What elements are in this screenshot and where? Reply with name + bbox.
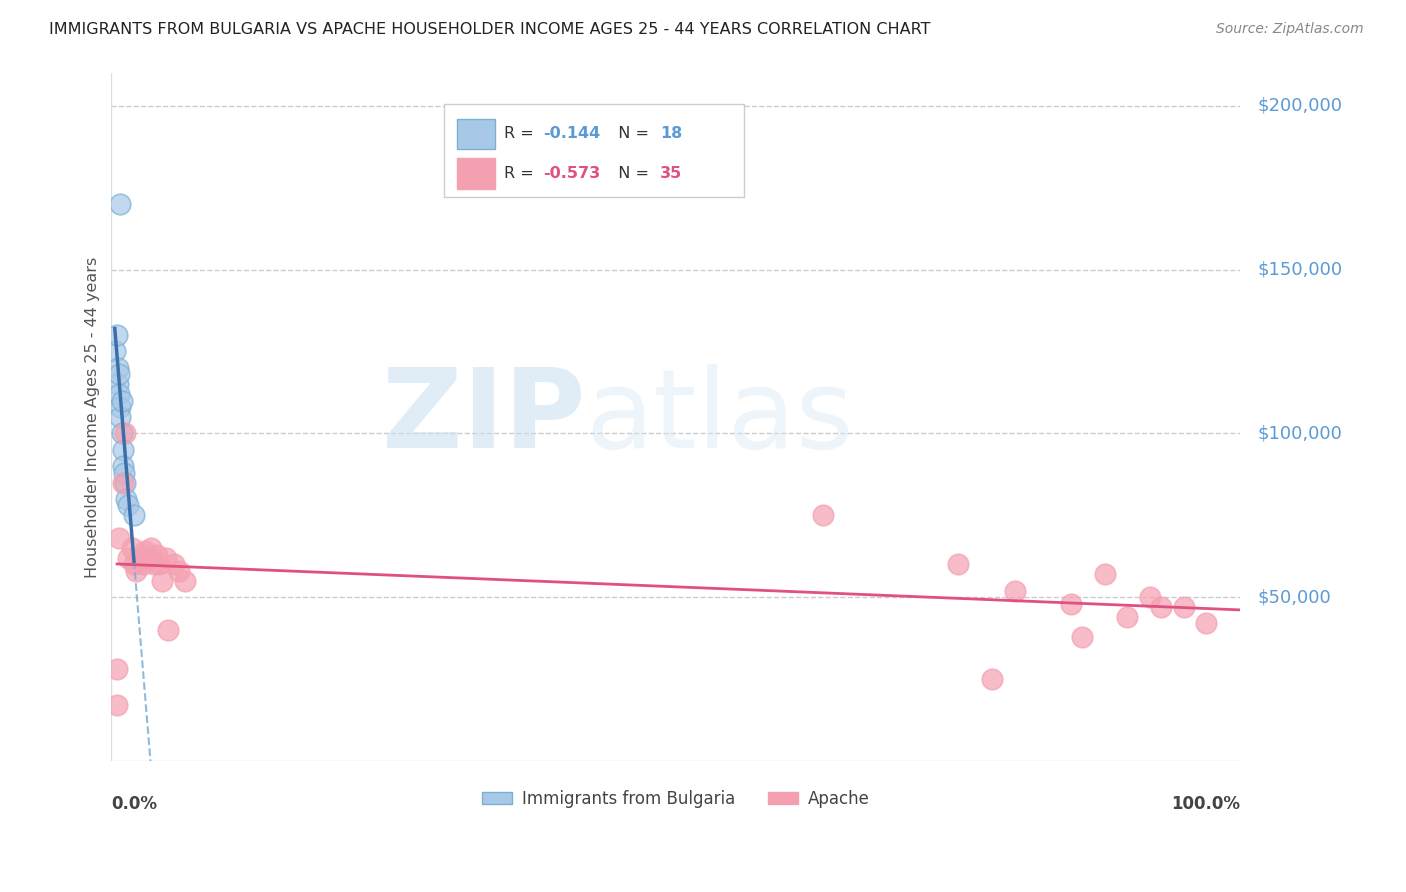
Text: N =: N = bbox=[609, 166, 654, 181]
Text: ZIP: ZIP bbox=[382, 364, 585, 470]
Point bbox=[1060, 597, 1083, 611]
Point bbox=[105, 328, 128, 343]
Point bbox=[167, 564, 190, 578]
Point bbox=[173, 574, 195, 588]
Point bbox=[117, 550, 139, 565]
FancyBboxPatch shape bbox=[444, 104, 744, 197]
Point bbox=[117, 499, 139, 513]
Point bbox=[134, 544, 156, 558]
Point bbox=[1094, 567, 1116, 582]
Point bbox=[148, 558, 170, 572]
Point bbox=[112, 466, 135, 480]
Point bbox=[1150, 600, 1173, 615]
Text: IMMIGRANTS FROM BULGARIA VS APACHE HOUSEHOLDER INCOME AGES 25 - 44 YEARS CORRELA: IMMIGRANTS FROM BULGARIA VS APACHE HOUSE… bbox=[49, 22, 931, 37]
Point bbox=[108, 531, 131, 545]
Point bbox=[115, 491, 138, 506]
Point bbox=[1173, 600, 1195, 615]
Point bbox=[811, 508, 834, 523]
Text: -0.573: -0.573 bbox=[543, 166, 600, 181]
Point bbox=[111, 475, 134, 490]
Point bbox=[1116, 610, 1139, 624]
Text: 0.0%: 0.0% bbox=[111, 796, 157, 814]
Point bbox=[1139, 591, 1161, 605]
Point bbox=[114, 475, 136, 490]
Point bbox=[104, 344, 127, 359]
Text: Source: ZipAtlas.com: Source: ZipAtlas.com bbox=[1216, 22, 1364, 37]
Point bbox=[139, 541, 162, 555]
Legend: Immigrants from Bulgaria, Apache: Immigrants from Bulgaria, Apache bbox=[475, 783, 877, 814]
Point bbox=[981, 672, 1004, 686]
Text: $200,000: $200,000 bbox=[1257, 96, 1343, 115]
Y-axis label: Householder Income Ages 25 - 44 years: Householder Income Ages 25 - 44 years bbox=[86, 256, 100, 578]
Point bbox=[122, 508, 145, 523]
Point bbox=[110, 401, 132, 415]
Text: -0.144: -0.144 bbox=[543, 126, 600, 141]
Point bbox=[105, 698, 128, 713]
Point bbox=[1195, 616, 1218, 631]
Point bbox=[110, 197, 132, 211]
Point bbox=[1004, 583, 1026, 598]
Point bbox=[946, 558, 969, 572]
Point bbox=[111, 442, 134, 457]
Point bbox=[145, 548, 167, 562]
Point bbox=[107, 377, 129, 392]
Point bbox=[150, 574, 173, 588]
Point bbox=[122, 558, 145, 572]
Point bbox=[162, 558, 184, 572]
Point bbox=[107, 360, 129, 375]
Point bbox=[156, 623, 179, 637]
Point bbox=[114, 426, 136, 441]
Point bbox=[143, 558, 166, 572]
Text: R =: R = bbox=[505, 166, 538, 181]
Text: $100,000: $100,000 bbox=[1257, 425, 1343, 442]
Text: 35: 35 bbox=[659, 166, 682, 181]
Point bbox=[121, 541, 143, 555]
Point bbox=[138, 550, 160, 565]
Text: N =: N = bbox=[609, 126, 654, 141]
Point bbox=[110, 393, 132, 408]
Point bbox=[110, 426, 132, 441]
Text: 18: 18 bbox=[659, 126, 682, 141]
Text: $150,000: $150,000 bbox=[1257, 260, 1343, 278]
Point bbox=[108, 368, 131, 382]
Point bbox=[128, 550, 150, 565]
Point bbox=[110, 410, 132, 425]
Text: 100.0%: 100.0% bbox=[1171, 796, 1240, 814]
Point bbox=[105, 662, 128, 676]
Text: atlas: atlas bbox=[585, 364, 853, 470]
Point bbox=[111, 459, 134, 474]
Text: $50,000: $50,000 bbox=[1257, 588, 1331, 607]
FancyBboxPatch shape bbox=[457, 119, 495, 149]
Point bbox=[155, 550, 177, 565]
Point bbox=[108, 387, 131, 401]
Point bbox=[1071, 630, 1094, 644]
Point bbox=[125, 564, 148, 578]
Point bbox=[132, 558, 155, 572]
FancyBboxPatch shape bbox=[457, 159, 495, 189]
Text: R =: R = bbox=[505, 126, 538, 141]
